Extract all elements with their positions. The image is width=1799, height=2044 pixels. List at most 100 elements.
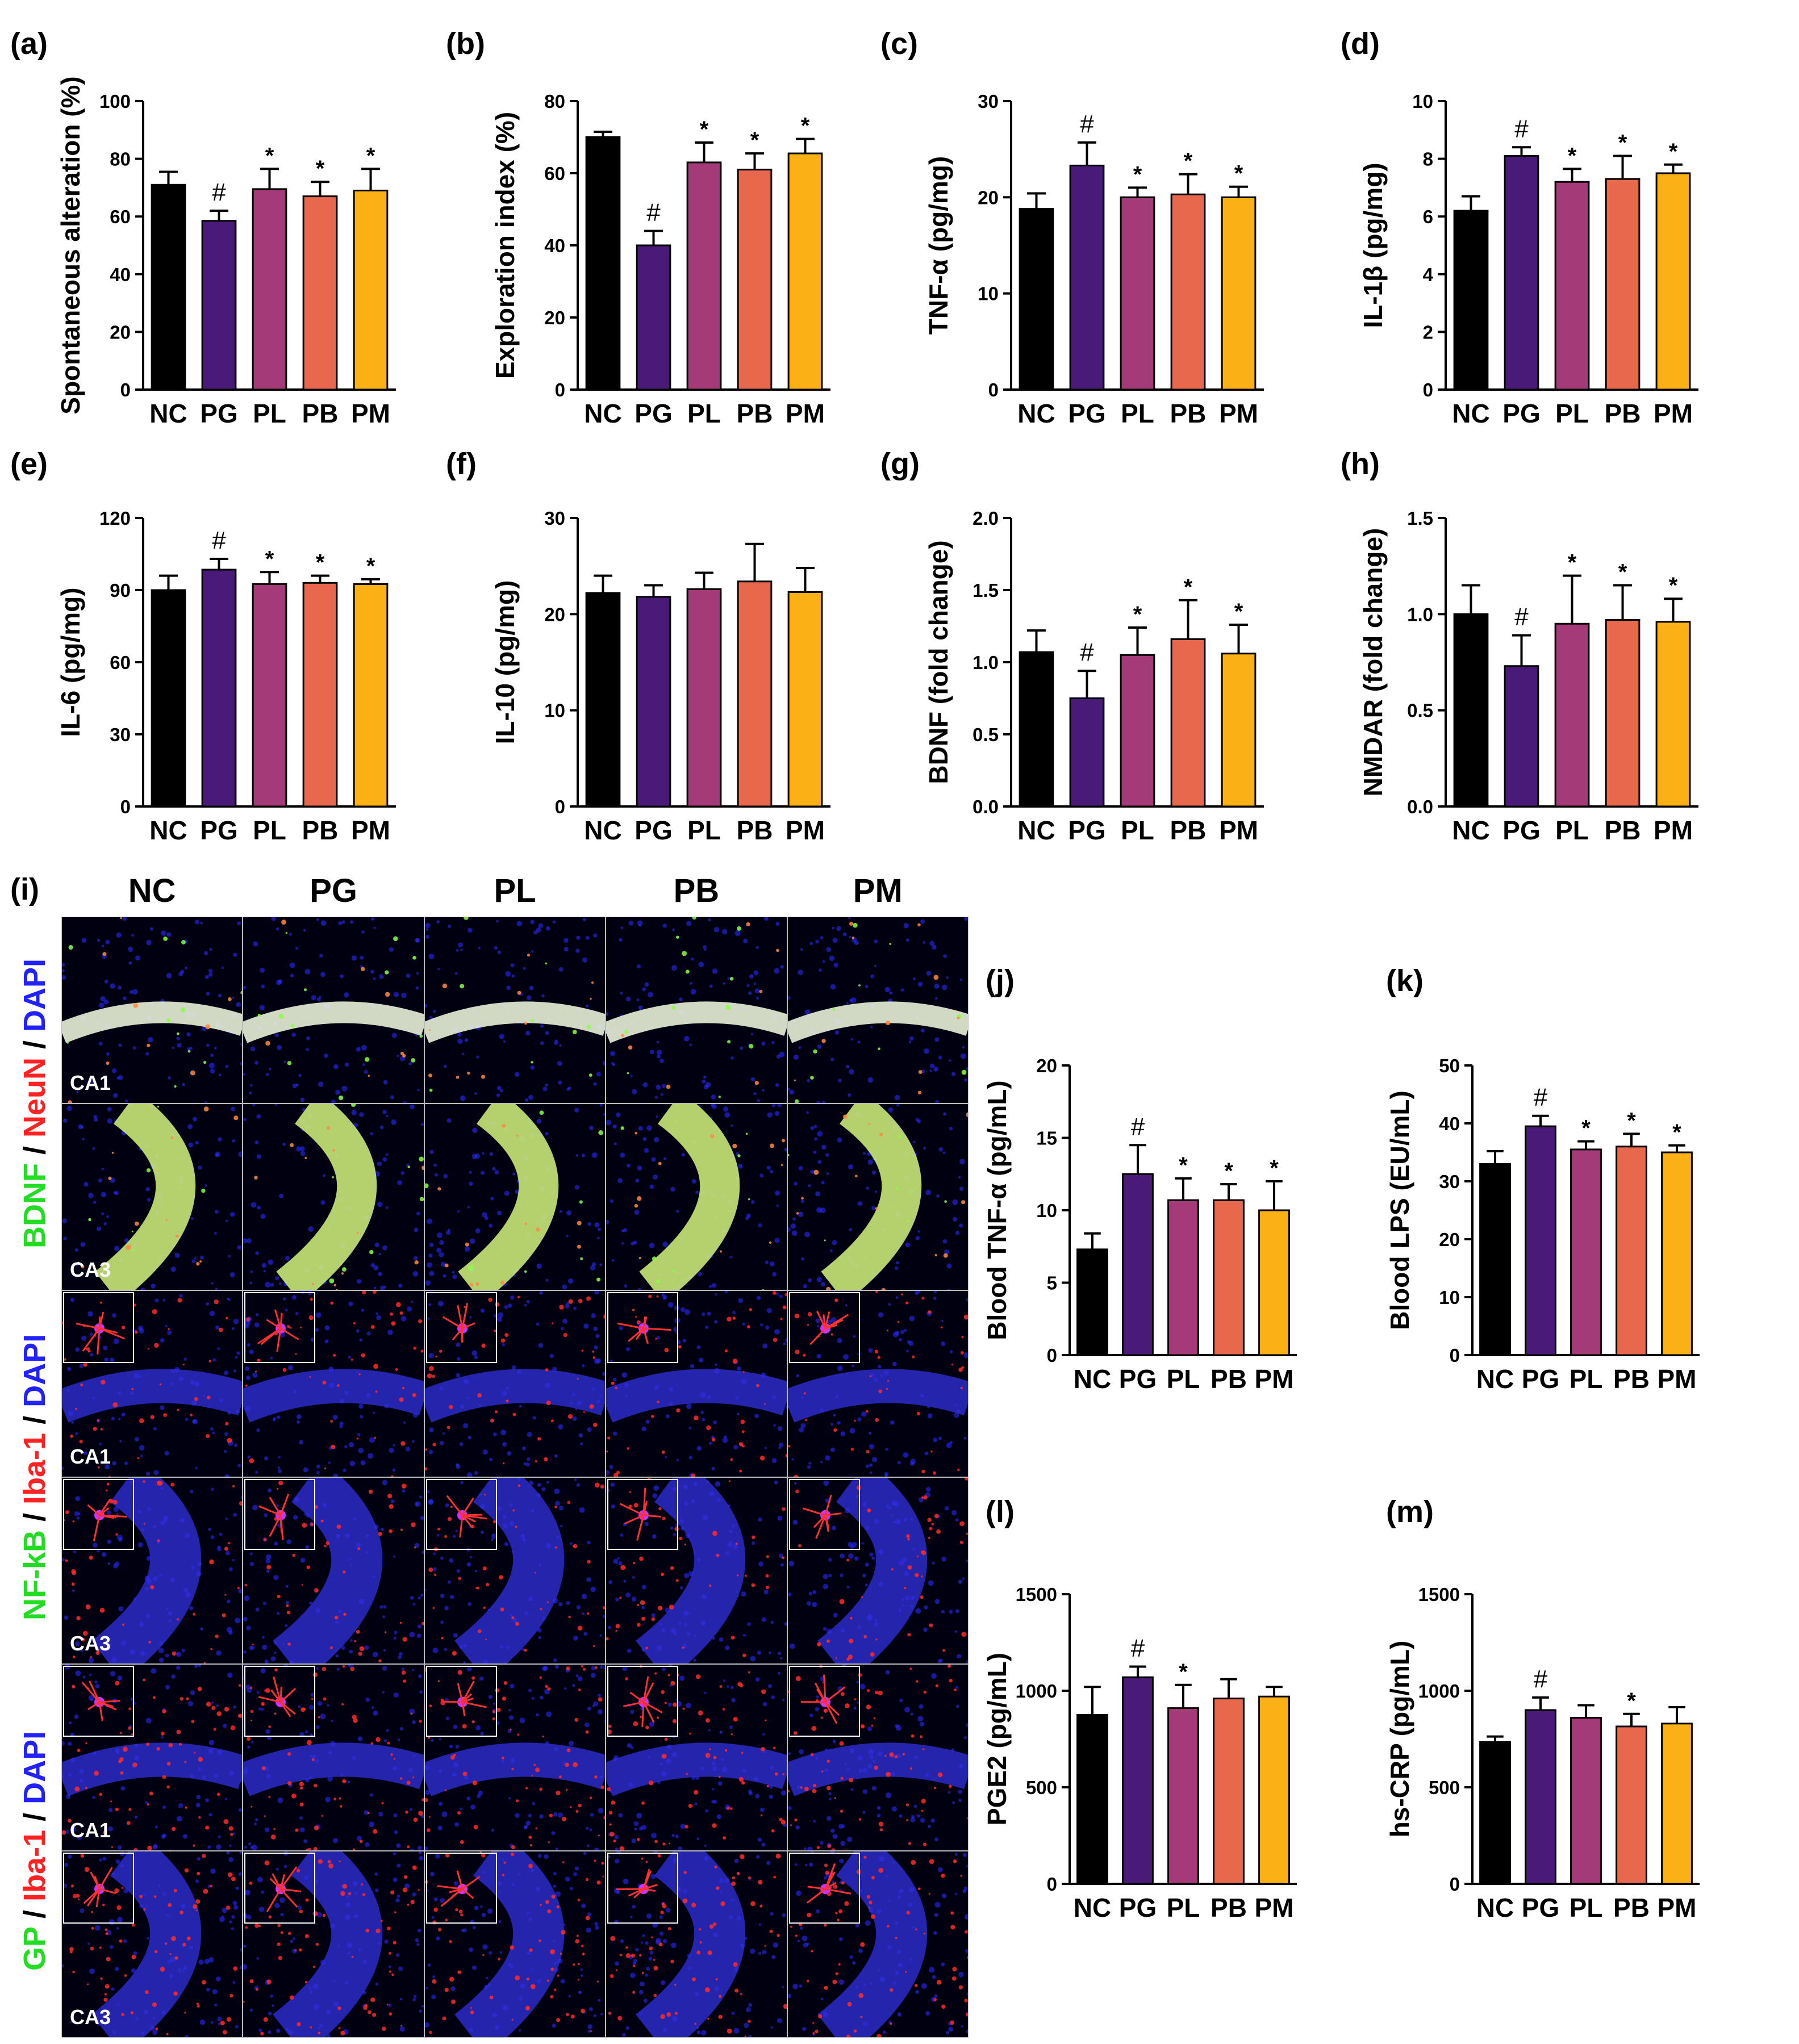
nucleus-dot: [278, 979, 283, 984]
bar-pm: [1221, 196, 1257, 391]
stained-cell-dot: [830, 1848, 835, 1850]
stained-cell-dot: [526, 1977, 529, 1981]
panel-letter: (a): [10, 27, 48, 61]
nucleus-dot: [695, 1190, 699, 1194]
stained-cell-dot: [543, 1457, 548, 1462]
nucleus-dot: [472, 1926, 476, 1929]
stained-cell-dot: [515, 1975, 520, 1981]
stained-cell-dot: [396, 1302, 402, 1307]
nucleus-dot: [117, 1917, 123, 1922]
nucleus-dot: [733, 2028, 740, 2034]
nucleus-dot: [409, 1708, 415, 1715]
stained-cell-dot: [673, 1702, 678, 1707]
nucleus-dot: [598, 1808, 603, 1813]
nucleus-dot: [218, 1137, 222, 1142]
nucleus-dot: [256, 1607, 260, 1612]
stained-cell-dot: [770, 1143, 775, 1148]
nucleus-dot: [641, 1825, 647, 1830]
stained-cell-dot: [414, 1546, 416, 1549]
nucleus-dot: [257, 1876, 264, 1883]
stained-cell-dot: [887, 1380, 889, 1382]
nucleus-dot: [756, 996, 759, 1000]
stained-cell-dot: [226, 1905, 231, 1910]
microglia-process: [457, 1683, 464, 1703]
stained-cell-dot: [846, 1558, 849, 1562]
nucleus-dot: [519, 1717, 525, 1724]
microglia-process: [461, 1876, 481, 1890]
nucleus-dot: [62, 975, 66, 980]
nucleus-dot: [75, 1347, 80, 1352]
micrograph-image: [787, 1478, 968, 1663]
nucleus-dot: [133, 1951, 137, 1955]
stained-cell-dot: [244, 1583, 248, 1587]
stained-cell-dot: [645, 1861, 648, 1863]
nucleus-dot: [456, 1373, 460, 1378]
stained-cell-dot: [707, 1950, 712, 1955]
stained-cell-dot: [596, 1880, 601, 1885]
nucleus-dot: [600, 2012, 603, 2016]
nucleus-dot: [74, 1248, 78, 1252]
nucleus-dot: [813, 1125, 817, 1128]
nucleus-dot: [98, 1042, 103, 1046]
nucleus-dot: [771, 1458, 777, 1464]
nucleus-dot: [383, 1605, 387, 1609]
nucleus-dot: [582, 1612, 585, 1615]
nucleus-dot: [704, 1084, 709, 1089]
nucleus-dot: [427, 1262, 432, 1268]
stained-cell-dot: [961, 1069, 966, 1075]
nucleus-dot: [181, 1648, 185, 1653]
stained-cell-dot: [357, 1547, 361, 1550]
nucleus-dot: [553, 1812, 558, 1817]
stained-cell-dot: [716, 1553, 720, 1557]
stained-cell-dot: [318, 1859, 323, 1864]
nucleus-dot: [228, 1298, 231, 1301]
nucleus-dot: [231, 1915, 235, 1919]
stained-cell-dot: [635, 1131, 638, 1135]
y-tick-label: 0: [1423, 379, 1433, 400]
nucleus-dot: [429, 1427, 434, 1433]
nucleus-dot: [187, 1047, 190, 1051]
nucleus-dot: [113, 1338, 119, 1344]
stained-cell-dot: [304, 1156, 307, 1159]
nucleus-dot: [630, 1972, 636, 1978]
micrograph-cell: [787, 1664, 969, 1851]
nucleus-dot: [101, 1192, 107, 1198]
nucleus-dot: [482, 1449, 488, 1455]
nucleus-dot: [613, 1431, 617, 1436]
stained-cell-dot: [516, 1134, 519, 1137]
stained-cell-dot: [637, 1623, 641, 1627]
stained-cell-dot: [90, 1656, 93, 1658]
stained-cell-dot: [287, 1325, 290, 1328]
microglia-process: [643, 1701, 663, 1713]
stained-cell-dot: [811, 1725, 816, 1731]
nucleus-dot: [531, 950, 534, 953]
stained-cell-dot: [419, 1034, 423, 1038]
nucleus-dot: [599, 1263, 602, 1266]
nucleus-dot: [803, 1847, 807, 1850]
nucleus-dot: [602, 1372, 606, 1376]
stained-cell-dot: [111, 1151, 114, 1154]
nucleus-dot: [583, 1323, 589, 1329]
nucleus-dot: [76, 1090, 79, 1093]
nucleus-dot: [283, 1297, 287, 1301]
bar-pg: [1069, 164, 1105, 391]
nucleus-dot: [107, 1118, 112, 1124]
x-tick-label: PM: [1219, 816, 1258, 845]
nucleus-dot: [210, 1054, 214, 1057]
nucleus-dot: [289, 933, 293, 936]
nucleus-dot: [460, 1095, 466, 1101]
nucleus-dot: [800, 1257, 804, 1261]
nucleus-dot: [938, 1147, 943, 1152]
bar-pl: [1570, 1148, 1602, 1356]
microglia-process: [462, 1697, 474, 1703]
y-tick-label: 90: [110, 580, 131, 601]
stained-cell-dot: [187, 1050, 191, 1053]
nucleus-dot: [300, 1827, 306, 1833]
stained-cell-dot: [709, 1748, 711, 1750]
stained-cell-dot: [128, 1707, 131, 1711]
nucleus-dot: [219, 1532, 223, 1536]
nucleus-dot: [802, 2027, 806, 2032]
nucleus-dot: [642, 1934, 645, 1937]
nucleus-dot: [393, 1555, 396, 1558]
stained-cell-dot: [577, 1244, 581, 1249]
